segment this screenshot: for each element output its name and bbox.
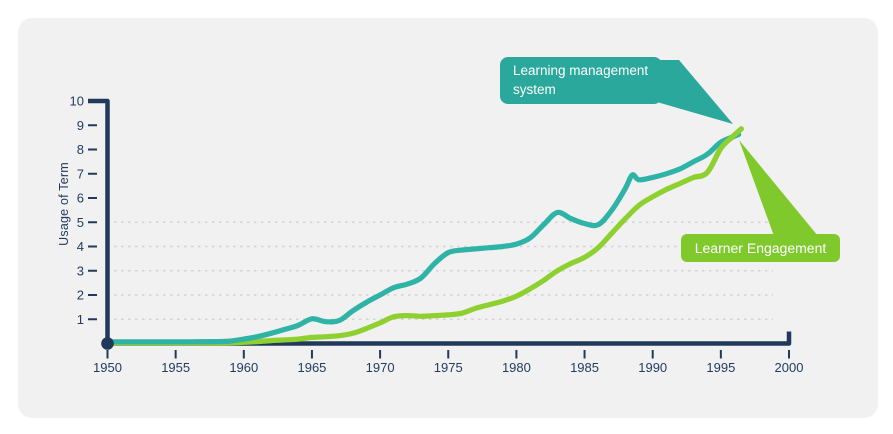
y-axis-title: Usage of Term <box>57 162 71 246</box>
callout-engagement-label: Learner Engagement <box>694 240 827 256</box>
x-tick-label-1955: 1955 <box>161 360 190 375</box>
y-tick-label-7: 7 <box>77 166 84 181</box>
x-tick-label-1990: 1990 <box>638 360 667 375</box>
x-tick-label-1980: 1980 <box>502 360 531 375</box>
y-tick-label-5: 5 <box>77 215 84 230</box>
y-tick-label-2: 2 <box>77 288 84 303</box>
x-tick-label-1960: 1960 <box>229 360 258 375</box>
callout-learner-engagement: Learner Engagement <box>681 234 840 262</box>
series-line-learner-engagement <box>104 126 744 346</box>
callout-learning-management-system: Learning management system <box>500 57 662 104</box>
origin-dot <box>101 337 114 350</box>
y-tick-label-10: 10 <box>70 94 84 109</box>
y-tick-label-9: 9 <box>77 118 84 133</box>
callout-lms-label: Learning management system <box>513 63 649 97</box>
x-tick-label-1975: 1975 <box>434 360 463 375</box>
x-tick-label-1970: 1970 <box>366 360 395 375</box>
x-tick-label-2000: 2000 <box>775 360 804 375</box>
series-line-learner-engagement-tip <box>691 126 744 180</box>
x-tick-label-1965: 1965 <box>297 360 326 375</box>
x-tick-label-1995: 1995 <box>706 360 735 375</box>
x-tick-label-1950: 1950 <box>93 360 122 375</box>
y-tick-label-6: 6 <box>77 191 84 206</box>
callout-pointer-lms <box>650 60 733 124</box>
y-tick-label-3: 3 <box>77 263 84 278</box>
callout-pointer-engagement <box>739 140 818 236</box>
y-tick-label-1: 1 <box>77 312 84 327</box>
y-tick-label-4: 4 <box>77 239 84 254</box>
x-tick-label-1985: 1985 <box>570 360 599 375</box>
y-tick-label-8: 8 <box>77 142 84 157</box>
series-line-learning-management-system <box>104 131 742 345</box>
